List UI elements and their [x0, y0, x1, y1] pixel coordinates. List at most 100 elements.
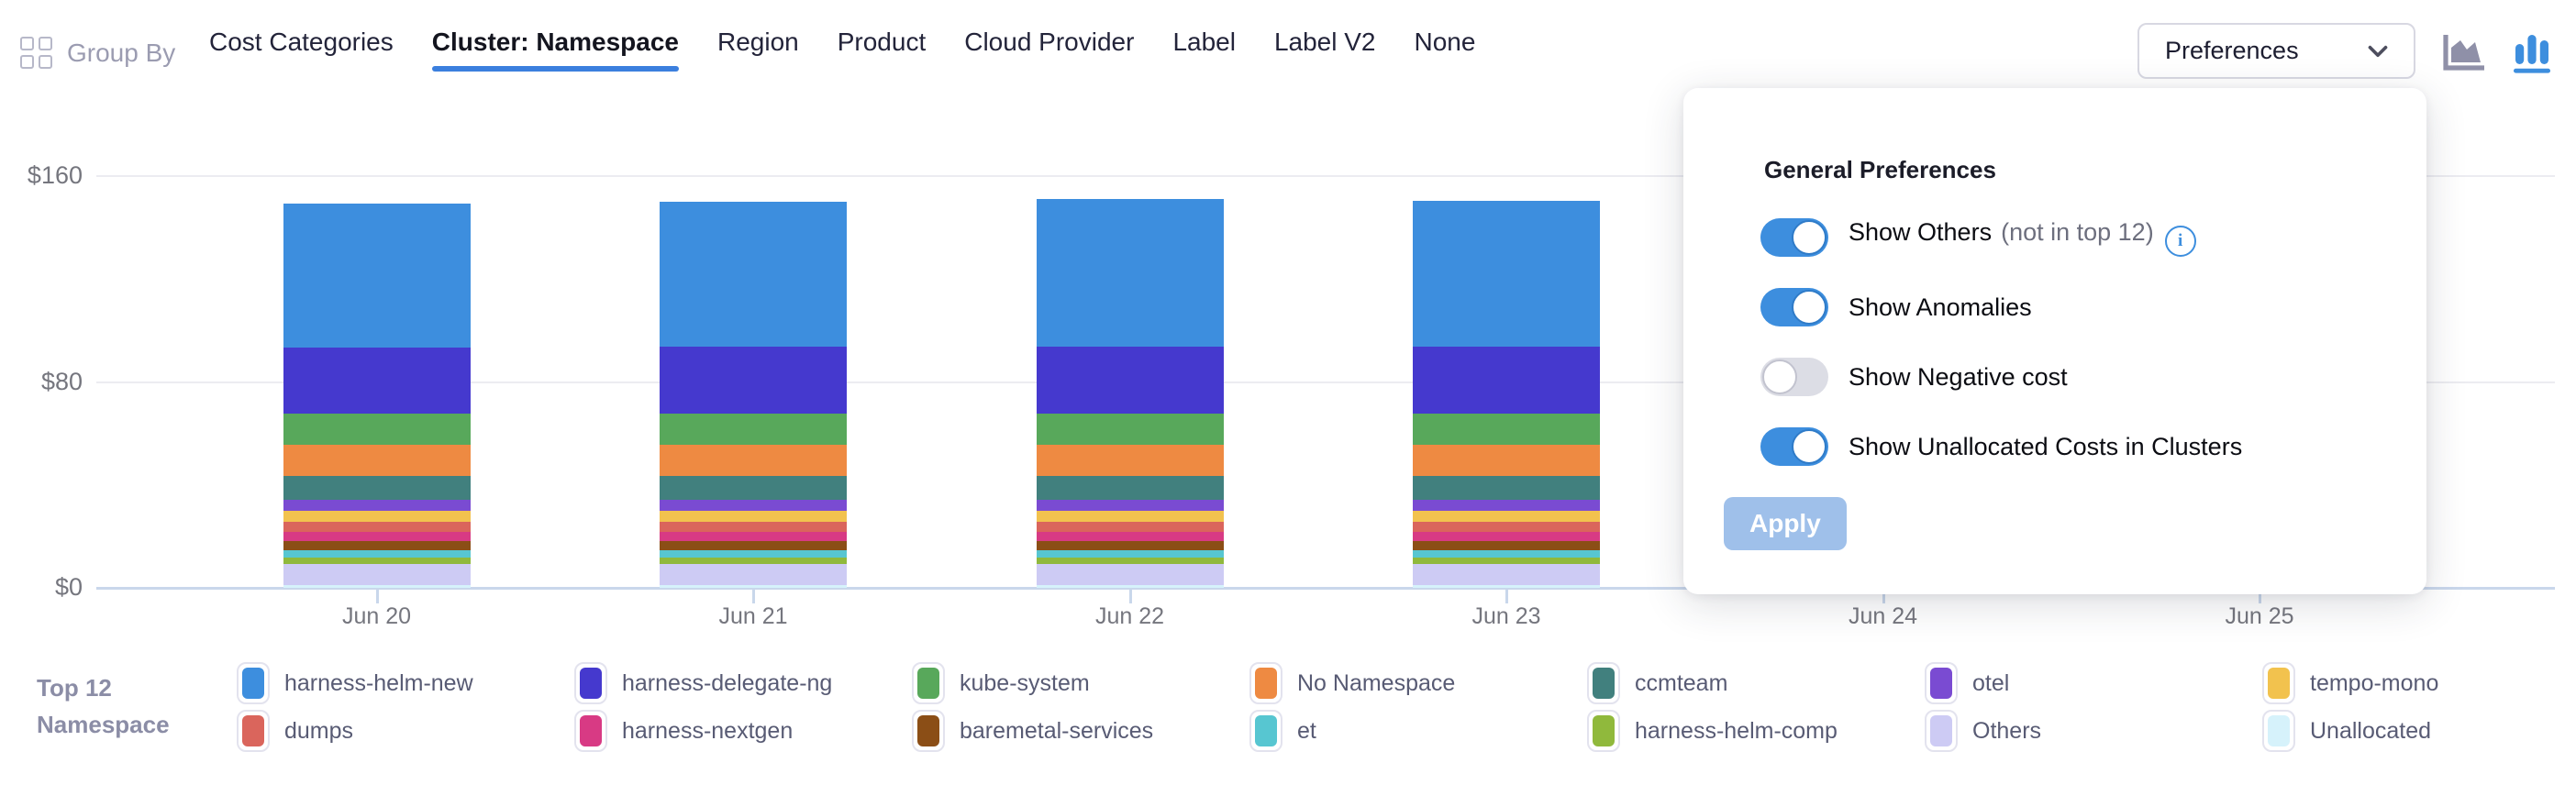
bar-segment-dumps[interactable] [283, 521, 471, 532]
bar-segment-harness-delegate-ng[interactable] [1413, 347, 1600, 415]
bar-jun-20 [283, 203, 471, 588]
bar-segment-harness-helm-new[interactable] [283, 203, 471, 348]
tab-cluster-namespace[interactable]: Cluster: Namespace [431, 28, 680, 77]
bar-segment-harness-helm-new[interactable] [1036, 198, 1224, 348]
bar-segment-harness-helm-new[interactable] [1413, 200, 1600, 348]
toggle-knob [1762, 359, 1797, 394]
bar-segment-unallocated[interactable] [283, 584, 471, 588]
bar-segment-baremetal-services[interactable] [1036, 541, 1224, 550]
bar-segment-no-namespace[interactable] [1413, 444, 1600, 476]
bar-segment-ccmteam[interactable] [1413, 475, 1600, 500]
bar-segment-tempo-mono[interactable] [1413, 511, 1600, 522]
legend-item-ccmteam[interactable]: ccmteam [1587, 659, 1925, 707]
bar-segment-otel[interactable] [283, 499, 471, 512]
bar-segment-unallocated[interactable] [660, 584, 847, 588]
bar-segment-others[interactable] [660, 564, 847, 585]
bar-segment-harness-delegate-ng[interactable] [1036, 347, 1224, 415]
preferences-button-label: Preferences [2165, 37, 2299, 64]
apply-button[interactable]: Apply [1724, 497, 1847, 550]
bar-segment-others[interactable] [283, 564, 471, 585]
area-chart-icon[interactable] [2440, 31, 2488, 75]
bar-segment-unallocated[interactable] [1036, 584, 1224, 588]
bar-segment-kube-system[interactable] [1036, 414, 1224, 445]
bar-segment-otel[interactable] [1413, 499, 1600, 512]
group-by-label: Group By [67, 38, 176, 67]
bar-segment-harness-nextgen[interactable] [1413, 531, 1600, 542]
bar-segment-harness-nextgen[interactable] [283, 531, 471, 542]
bar-segment-ccmteam[interactable] [283, 475, 471, 500]
bar-segment-others[interactable] [1413, 564, 1600, 585]
bar-segment-harness-delegate-ng[interactable] [283, 347, 471, 414]
bar-segment-no-namespace[interactable] [660, 444, 847, 476]
bar-segment-unallocated[interactable] [1413, 584, 1600, 588]
preferences-button[interactable]: Preferences [2137, 23, 2415, 79]
legend-item-otel[interactable]: otel [1925, 659, 2262, 707]
bar-segment-kube-system[interactable] [660, 414, 847, 445]
bar-segment-otel[interactable] [660, 499, 847, 512]
bar-chart-icon[interactable] [2508, 29, 2556, 75]
bar-segment-tempo-mono[interactable] [660, 511, 847, 522]
y-axis-label: $80 [40, 367, 83, 395]
legend-item-others[interactable]: Others [1925, 707, 2262, 755]
bar-segment-et[interactable] [1036, 549, 1224, 558]
x-axis-line [96, 587, 2555, 590]
bar-jun-23 [1413, 200, 1600, 588]
legend-item-dumps[interactable]: dumps [237, 707, 574, 755]
legend-item-harness-delegate-ng[interactable]: harness-delegate-ng [574, 659, 912, 707]
bar-segment-harness-nextgen[interactable] [1036, 531, 1224, 542]
legend-item-kube-system[interactable]: kube-system [912, 659, 1249, 707]
bar-segment-dumps[interactable] [660, 521, 847, 532]
bar-segment-ccmteam[interactable] [1036, 475, 1224, 500]
bar-segment-others[interactable] [1036, 564, 1224, 585]
legend-item-harness-helm-comp[interactable]: harness-helm-comp [1587, 707, 1925, 755]
bar-segment-baremetal-services[interactable] [660, 541, 847, 550]
tab-cloud-provider[interactable]: Cloud Provider [964, 28, 1135, 56]
bar-segment-ccmteam[interactable] [660, 475, 847, 500]
tab-label[interactable]: Label [1172, 28, 1236, 56]
bar-segment-harness-delegate-ng[interactable] [660, 347, 847, 415]
bar-segment-et[interactable] [1413, 549, 1600, 558]
info-icon[interactable]: i [2164, 226, 2196, 257]
bar-segment-harness-helm-new[interactable] [660, 201, 847, 348]
bar-segment-otel[interactable] [1036, 499, 1224, 512]
legend-item-baremetal-services[interactable]: baremetal-services [912, 707, 1249, 755]
legend-color-chip [237, 662, 270, 704]
y-axis-label: $0 [54, 573, 83, 601]
bar-segment-harness-helm-comp[interactable] [1413, 558, 1600, 565]
bar-segment-dumps[interactable] [1036, 521, 1224, 532]
tab-region[interactable]: Region [717, 28, 799, 56]
toggle-show-unallocated-costs-in-clusters[interactable] [1760, 427, 1828, 466]
tab-label-v2[interactable]: Label V2 [1273, 28, 1376, 56]
legend-item-no-namespace[interactable]: No Namespace [1249, 659, 1587, 707]
bar-segment-dumps[interactable] [1413, 521, 1600, 532]
bar-segment-no-namespace[interactable] [283, 444, 471, 476]
x-axis-label-jun-20: Jun 20 [341, 603, 412, 629]
legend-item-et[interactable]: et [1249, 707, 1587, 755]
bar-segment-kube-system[interactable] [283, 414, 471, 445]
toggle-show-anomalies[interactable] [1760, 288, 1828, 326]
tab-cost-categories[interactable]: Cost Categories [209, 28, 394, 56]
legend-item-label: otel [1972, 669, 2010, 696]
legend-color-chip [912, 710, 945, 752]
bar-segment-et[interactable] [283, 549, 471, 558]
bar-segment-no-namespace[interactable] [1036, 444, 1224, 476]
x-axis-tick [752, 590, 755, 603]
bar-segment-tempo-mono[interactable] [283, 511, 471, 522]
tab-none[interactable]: None [1414, 28, 1476, 56]
bar-segment-baremetal-services[interactable] [283, 541, 471, 550]
bar-segment-harness-helm-comp[interactable] [283, 558, 471, 565]
bar-segment-harness-helm-comp[interactable] [1036, 558, 1224, 565]
legend-item-unallocated[interactable]: Unallocated [2262, 707, 2576, 755]
bar-segment-harness-nextgen[interactable] [660, 531, 847, 542]
legend-item-tempo-mono[interactable]: tempo-mono [2262, 659, 2576, 707]
toggle-show-negative-cost[interactable] [1760, 358, 1828, 396]
toggle-show-others[interactable] [1760, 218, 1828, 257]
bar-segment-kube-system[interactable] [1413, 414, 1600, 445]
legend-item-harness-nextgen[interactable]: harness-nextgen [574, 707, 912, 755]
bar-segment-et[interactable] [660, 549, 847, 558]
legend-item-harness-helm-new[interactable]: harness-helm-new [237, 659, 574, 707]
bar-segment-tempo-mono[interactable] [1036, 511, 1224, 522]
tab-product[interactable]: Product [837, 28, 927, 56]
bar-segment-harness-helm-comp[interactable] [660, 558, 847, 565]
bar-segment-baremetal-services[interactable] [1413, 541, 1600, 550]
